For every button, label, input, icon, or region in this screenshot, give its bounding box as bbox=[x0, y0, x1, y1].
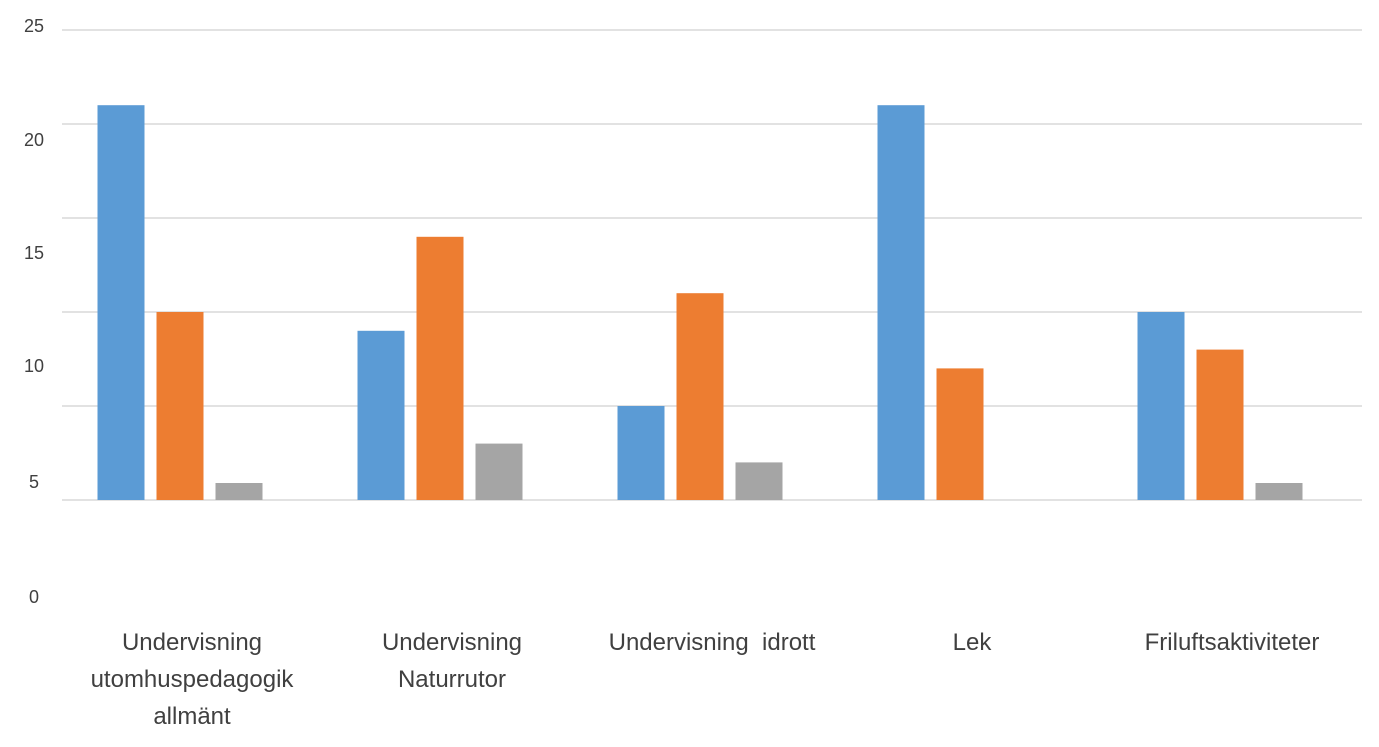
y-tick-label: 20 bbox=[24, 130, 44, 150]
bar bbox=[936, 368, 984, 500]
bar bbox=[1137, 312, 1185, 500]
x-category-label: allmänt bbox=[153, 703, 231, 730]
y-axis-labels: 0 5 10 15 20 25 bbox=[24, 16, 44, 607]
x-category-label: Naturrutor bbox=[398, 666, 506, 693]
bars bbox=[97, 105, 1303, 501]
bar bbox=[735, 462, 783, 500]
bar bbox=[617, 406, 665, 500]
y-tick-label: 0 bbox=[29, 587, 39, 607]
y-tick-label: 5 bbox=[29, 472, 39, 492]
x-category-label: utomhuspedagogik bbox=[91, 666, 295, 693]
x-category-label: Undervisning bbox=[382, 629, 522, 656]
bar bbox=[877, 105, 925, 500]
x-category-label: Friluftsaktiviteter bbox=[1145, 629, 1320, 656]
x-category-label: Undervisning bbox=[122, 629, 262, 656]
x-axis-labels: Undervisning utomhuspedagogik allmänt Under… bbox=[91, 629, 1320, 730]
bar bbox=[676, 293, 724, 500]
bar bbox=[416, 236, 464, 501]
bar bbox=[1255, 483, 1303, 500]
y-tick-label: 10 bbox=[24, 356, 44, 376]
bar bbox=[357, 330, 405, 500]
bar bbox=[156, 312, 204, 500]
bar bbox=[97, 105, 145, 500]
y-tick-label: 25 bbox=[24, 16, 44, 36]
bar bbox=[475, 443, 523, 500]
bar bbox=[1196, 349, 1244, 500]
bar bbox=[215, 483, 263, 500]
y-tick-label: 15 bbox=[24, 243, 44, 263]
x-category-label: Undervisning idrott bbox=[609, 629, 816, 656]
x-category-label: Lek bbox=[953, 629, 993, 656]
